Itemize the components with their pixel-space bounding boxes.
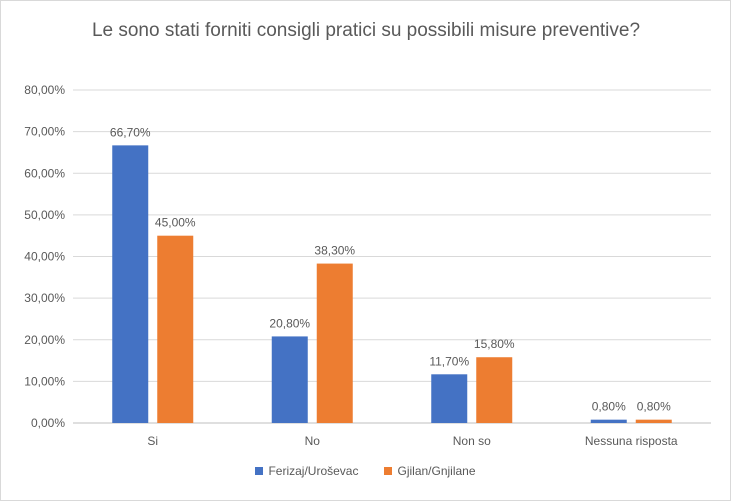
data-label: 0,80% — [637, 400, 671, 414]
bar — [157, 235, 194, 423]
y-tick-label: 80,00% — [24, 83, 65, 97]
x-tick-label: Non so — [453, 434, 491, 448]
bar — [635, 419, 672, 423]
y-tick-label: 30,00% — [24, 291, 65, 305]
y-tick-label: 0,00% — [31, 416, 65, 430]
x-tick-label: Si — [147, 434, 158, 448]
legend: Ferizaj/Uroševac Gjilan/Gnjilane — [1, 464, 730, 478]
legend-label-gjilan: Gjilan/Gnjilane — [397, 464, 476, 478]
chart-title: Le sono stati forniti consigli pratici s… — [91, 20, 641, 41]
data-label: 20,80% — [269, 316, 310, 330]
y-tick-label: 10,00% — [24, 374, 65, 388]
bar — [431, 374, 468, 423]
y-tick-label: 70,00% — [24, 125, 65, 139]
legend-item-ferizaj: Ferizaj/Uroševac — [255, 464, 358, 478]
bar — [112, 145, 149, 423]
y-tick-label: 20,00% — [24, 333, 65, 347]
x-tick-label: No — [305, 434, 321, 448]
bar — [316, 263, 353, 423]
bar — [271, 336, 308, 423]
y-tick-label: 50,00% — [24, 208, 65, 222]
bar — [476, 357, 513, 423]
legend-swatch-ferizaj — [255, 467, 264, 475]
y-tick-label: 60,00% — [24, 166, 65, 180]
bar — [590, 419, 627, 423]
legend-swatch-gjilan — [384, 467, 393, 475]
data-label: 0,80% — [592, 400, 626, 414]
y-tick-label: 40,00% — [24, 250, 65, 264]
data-label: 11,70% — [429, 354, 469, 368]
data-label: 45,00% — [155, 216, 196, 230]
data-label: 38,30% — [314, 244, 355, 258]
legend-item-gjilan: Gjilan/Gnjilane — [384, 464, 476, 478]
data-label: 15,80% — [474, 337, 515, 351]
data-label: 66,70% — [110, 125, 151, 139]
x-tick-label: Nessuna risposta — [585, 434, 678, 448]
legend-label-ferizaj: Ferizaj/Uroševac — [268, 464, 359, 478]
